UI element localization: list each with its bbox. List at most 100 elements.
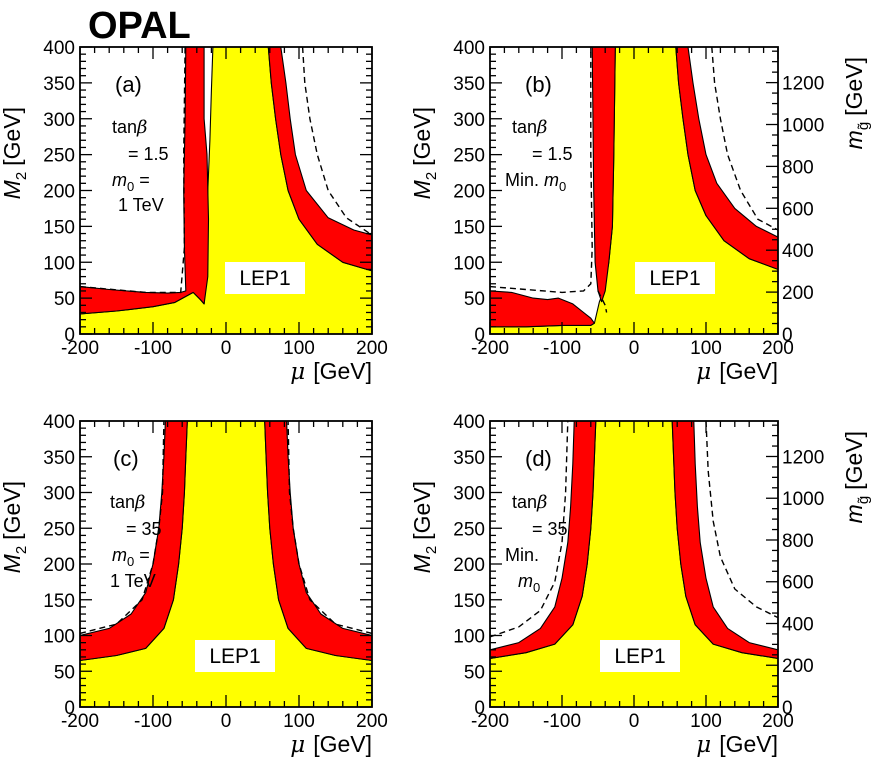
exclusion-regions <box>80 421 372 707</box>
x-tick-label: 100 <box>283 338 315 359</box>
y-tick-label: 300 <box>453 484 485 505</box>
panel-tag: (d) <box>525 446 552 471</box>
x-tick-label: -200 <box>61 338 99 359</box>
lep1-label: LEP1 <box>239 267 290 290</box>
x-axis-title: μ [GeV] <box>696 731 778 758</box>
y-axis-title: M2 [GeV] <box>0 481 30 573</box>
right-axis: 0 200 400 600 800 1000 1200 mg̃ [GeV] <box>766 50 871 346</box>
panel-a: -200 -100 0 100 200 μ [GeV] 0 50 100 150 200 250 300 3… <box>0 38 388 385</box>
x-tick-label: 0 <box>629 338 640 359</box>
x-tick-label: -200 <box>61 711 99 732</box>
panel-c: -200 -100 0 100 200 μ [GeV] 0 50 100 150 200 250 300 3… <box>0 412 388 758</box>
note-tan: tan <box>112 117 137 137</box>
lep1-label-box <box>195 640 275 672</box>
y-axis: 0 50 100 150 200 250 300 350 400 <box>453 412 502 719</box>
note-beta: β <box>136 117 147 138</box>
right-axis-unit: [GeV] <box>841 431 867 490</box>
x-tick-label: -100 <box>134 338 172 359</box>
x-axis-symbol: μ <box>290 359 305 385</box>
y-axis-subscript: 2 <box>13 172 30 180</box>
right-tick-label: 1000 <box>782 489 824 510</box>
y-tick-label: 0 <box>64 698 75 719</box>
panel-note: tanβ <box>112 117 147 138</box>
dashed-limit-curve <box>705 421 778 619</box>
right-tick-label: 400 <box>782 614 814 635</box>
excluded-red-area <box>80 47 210 315</box>
excluded-red-area <box>80 421 188 662</box>
y-tick-label: 400 <box>453 38 485 59</box>
note-beta: β <box>536 492 547 513</box>
dashed-limit-curve <box>597 290 608 313</box>
y-tick-label: 200 <box>453 555 485 576</box>
y-tick-label: 350 <box>453 448 485 469</box>
y-tick-label: 400 <box>453 412 485 433</box>
dashed-limit-curve <box>490 421 569 638</box>
panel-note: tanβ <box>512 117 547 138</box>
y-axis-symbol: M <box>0 553 25 573</box>
note-tan: tan <box>512 117 537 137</box>
excluded-red-area <box>490 421 597 659</box>
x-tick-label: -200 <box>471 338 509 359</box>
y-axis-unit: [GeV] <box>0 107 25 166</box>
x-tick-label: 200 <box>356 711 388 732</box>
note-m: m <box>112 545 127 565</box>
right-tick-label: 600 <box>782 573 814 594</box>
note-subscript: 0 <box>127 554 134 569</box>
right-axis-symbol: m <box>841 504 867 523</box>
dashed-limit-curve <box>490 47 593 294</box>
y-axis-title: M2 [GeV] <box>0 107 30 199</box>
y-axis-subscript: 2 <box>423 172 440 180</box>
right-axis-symbol: m <box>841 130 867 149</box>
y-axis: 0 50 100 150 200 250 300 350 400 <box>453 38 502 346</box>
x-tick-label: 0 <box>221 711 232 732</box>
excluded-red-area <box>490 290 595 328</box>
x-tick-label: -100 <box>134 711 172 732</box>
y-axis-subscript: 2 <box>423 546 440 554</box>
panel-note: = 1.5 <box>128 144 169 164</box>
x-tick-label: 200 <box>762 338 794 359</box>
note-text: = <box>134 545 150 565</box>
y-tick-label: 300 <box>43 110 75 131</box>
figure-title: OPAL <box>88 5 191 47</box>
lep1-label: LEP1 <box>649 267 700 290</box>
panel-tag: (c) <box>113 446 139 471</box>
x-tick-label: 100 <box>283 711 315 732</box>
right-tick-label: 400 <box>782 241 814 262</box>
y-axis-title: M2 [GeV] <box>409 107 440 199</box>
note-text: = <box>134 170 150 190</box>
x-tick-label: -200 <box>471 711 509 732</box>
panel-tag: (a) <box>115 72 142 97</box>
panel-note: tanβ <box>110 492 145 513</box>
lep1-label-box <box>600 640 680 672</box>
dashed-limit-curve <box>301 47 372 236</box>
panel-note: = 1.5 <box>532 144 573 164</box>
dashed-limit-curve <box>80 47 186 294</box>
y-tick-label: 250 <box>453 519 485 540</box>
y-axis-title: M2 [GeV] <box>409 481 440 573</box>
x-axis-title: μ [GeV] <box>290 731 372 758</box>
x-axis: -200 -100 0 100 200 <box>61 421 388 732</box>
y-axis-subscript: 2 <box>13 546 30 554</box>
x-axis-symbol: μ <box>290 732 305 758</box>
x-axis-title: μ [GeV] <box>696 358 778 385</box>
y-tick-label: 200 <box>453 182 485 203</box>
x-tick-label: -100 <box>543 338 581 359</box>
panel-note: 1 TeV <box>118 195 164 215</box>
note-beta: β <box>536 117 547 138</box>
panel-note: Min. <box>505 545 539 565</box>
x-axis: -200 -100 0 100 200 <box>471 47 794 359</box>
dashed-limit-curve <box>287 421 372 635</box>
y-tick-label: 150 <box>453 591 485 612</box>
x-tick-label: 200 <box>762 711 794 732</box>
right-tick-label: 1000 <box>782 116 824 137</box>
y-tick-label: 0 <box>474 325 485 346</box>
x-axis-unit: [GeV] <box>313 731 372 757</box>
y-tick-label: 50 <box>54 289 75 310</box>
x-axis-unit: [GeV] <box>313 358 372 384</box>
y-axis-symbol: M <box>409 179 435 199</box>
y-tick-label: 300 <box>43 484 75 505</box>
